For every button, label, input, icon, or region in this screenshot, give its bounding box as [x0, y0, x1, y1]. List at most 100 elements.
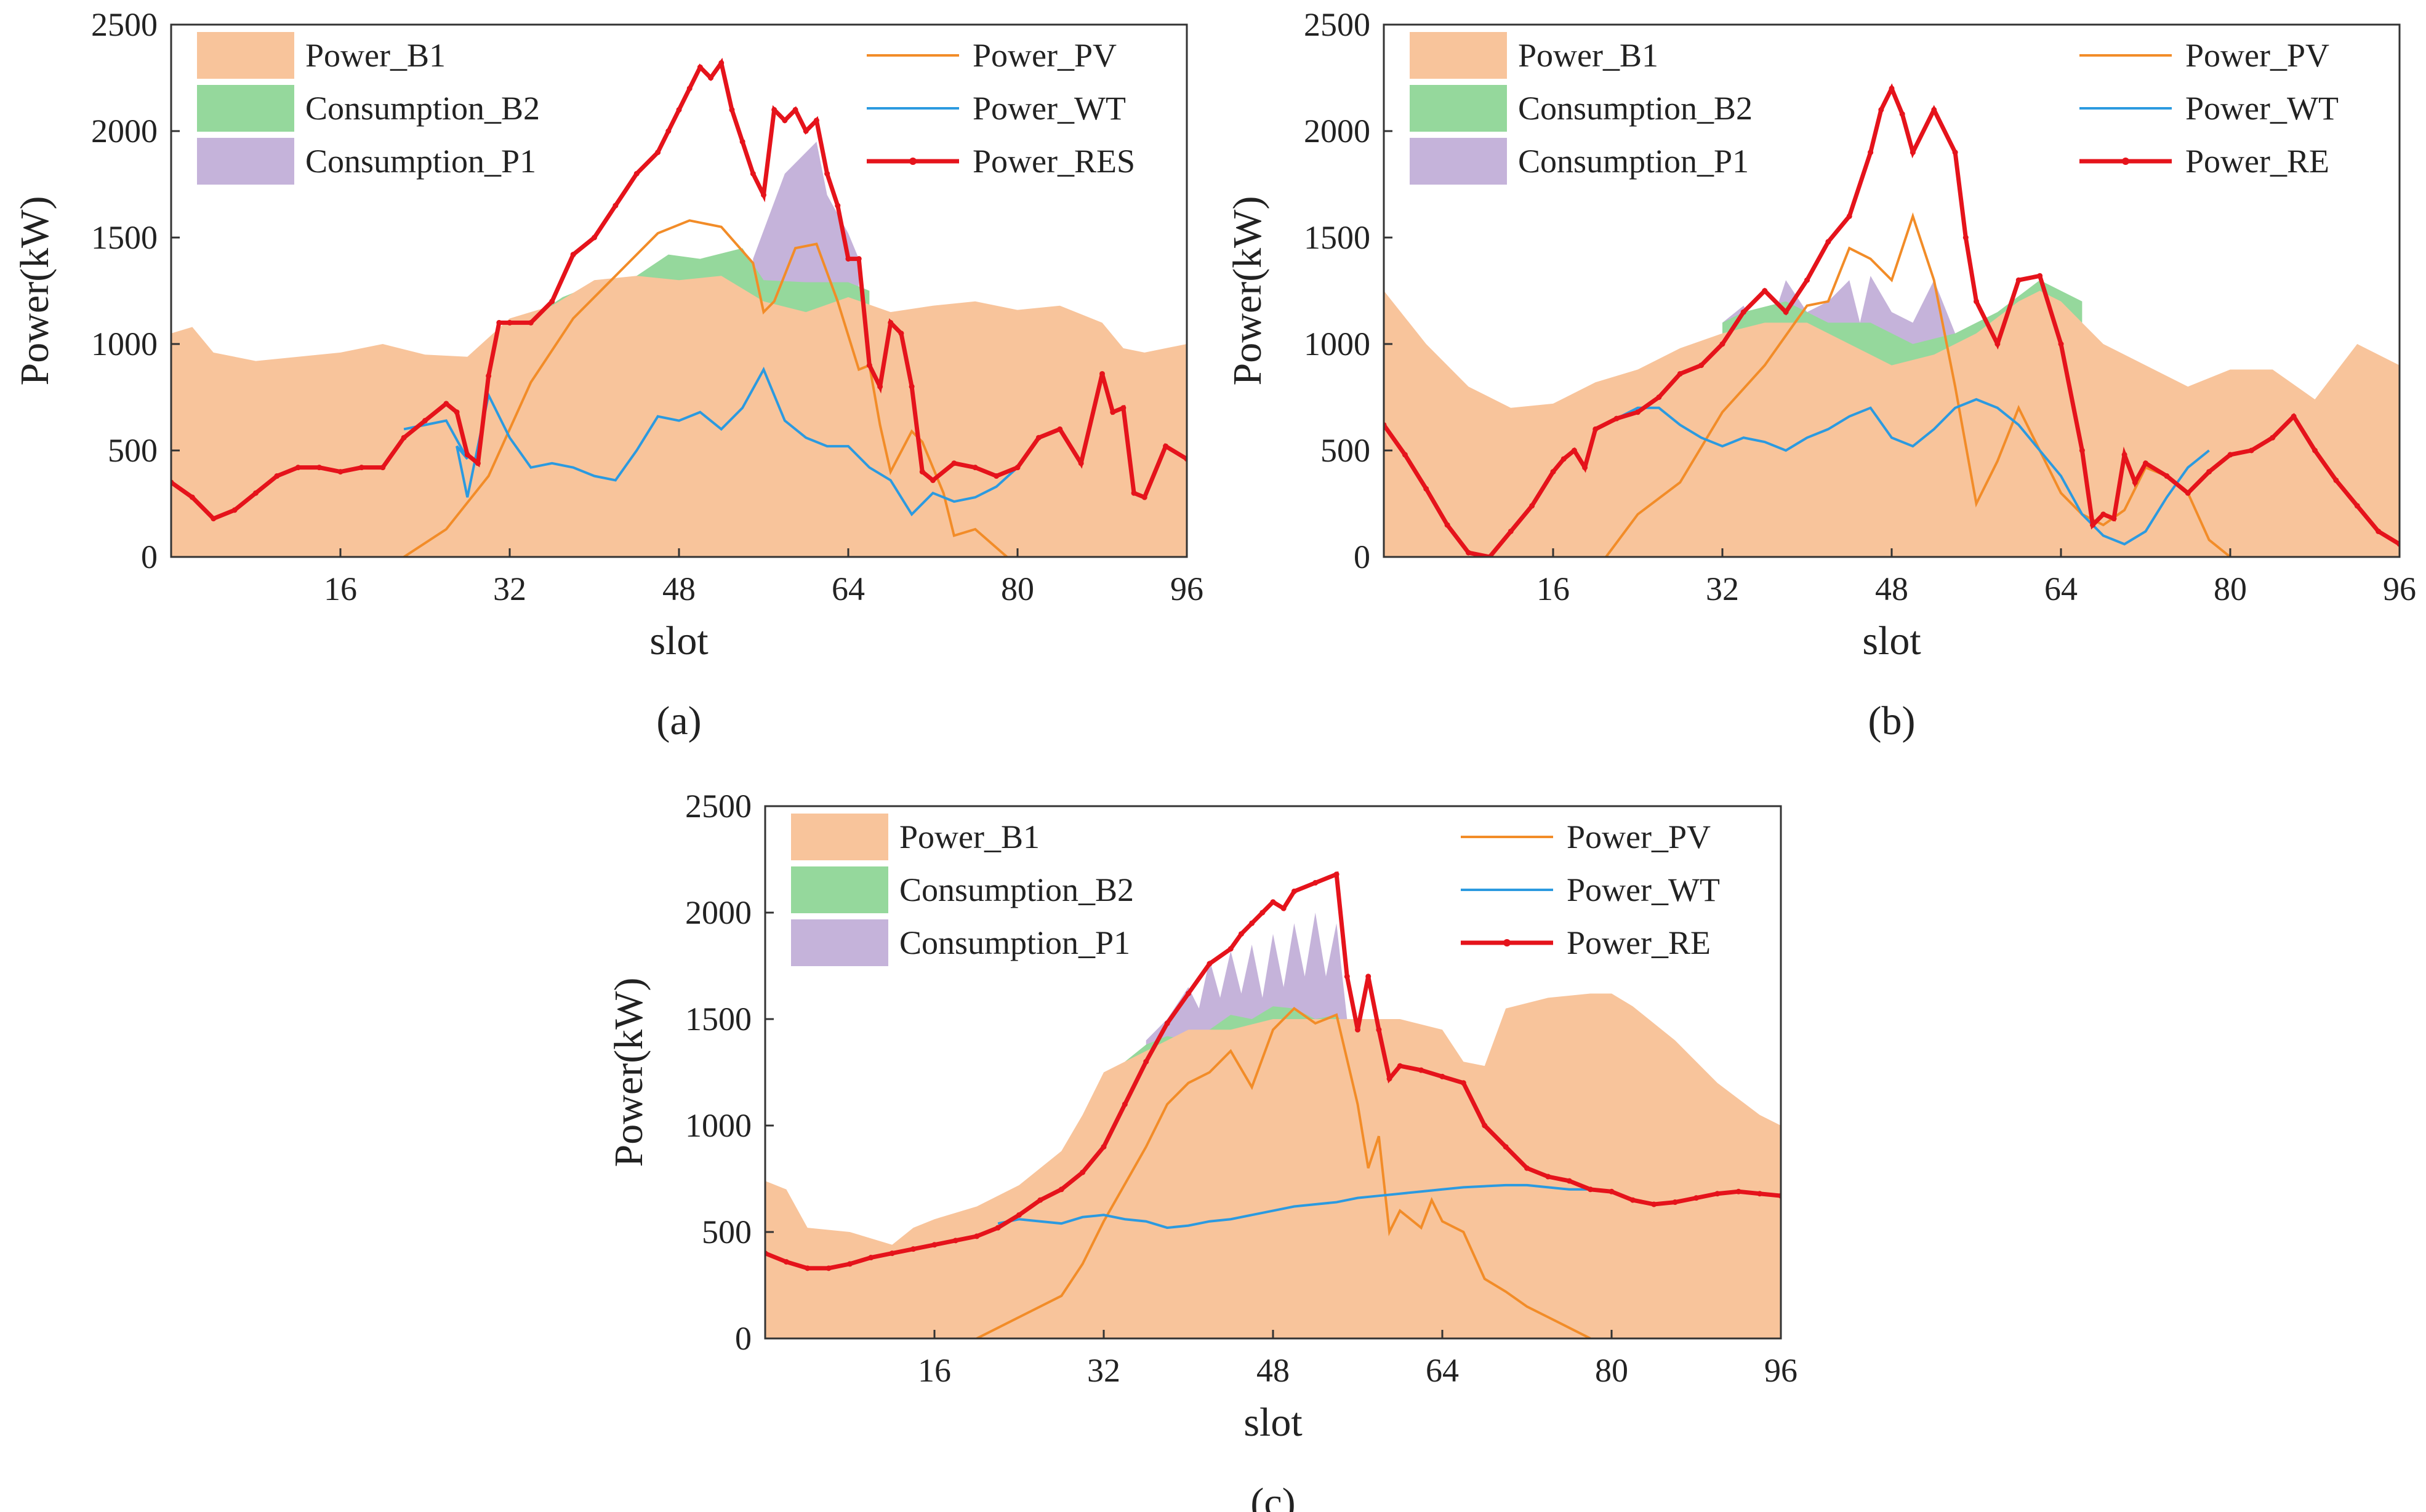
point-power-res: [665, 128, 672, 134]
x-axis-title: slot: [649, 618, 708, 663]
plot-area: [765, 871, 1781, 1338]
point-power-re: [1651, 1201, 1657, 1207]
point-power-re: [1312, 880, 1319, 886]
line-power-pv: [403, 219, 1008, 557]
point-power-res: [253, 490, 259, 496]
area-power-b1: [171, 276, 1187, 557]
point-power-re: [1899, 111, 1905, 117]
point-power-res: [909, 383, 915, 390]
point-power-re: [1635, 409, 1641, 415]
point-power-res: [1078, 460, 1084, 466]
point-power-res: [856, 256, 862, 262]
point-power-re: [1122, 1101, 1128, 1107]
line-power-pv: [1605, 212, 2231, 557]
point-power-res: [464, 452, 470, 458]
point-power-res: [211, 516, 217, 522]
point-power-re: [1868, 150, 1874, 156]
point-power-res: [835, 202, 841, 209]
point-power-re: [1365, 974, 1372, 980]
x-tick-label: 16: [918, 1352, 951, 1389]
point-power-res: [1163, 443, 1169, 449]
plot-area: [171, 57, 1187, 557]
y-tick-label: 500: [108, 432, 158, 469]
point-power-res: [930, 477, 936, 483]
point-power-re: [1719, 341, 1725, 347]
point-power-res: [295, 465, 301, 471]
legend-consumption-p1-label: Consumption_P1: [1518, 143, 1749, 180]
point-power-res: [792, 106, 798, 113]
legend-power-wt-label: Power_WT: [973, 90, 1126, 127]
point-power-res: [189, 494, 195, 500]
point-power-re: [1344, 974, 1350, 980]
point-power-re: [2333, 477, 2339, 483]
point-power-res: [475, 460, 481, 466]
legend-power-re-marker: [1503, 939, 1511, 946]
legend-power-b1-label: Power_B1: [1518, 37, 1658, 74]
point-power-re: [2111, 516, 2117, 522]
panel-caption: (a): [656, 698, 701, 743]
x-tick-label: 96: [1764, 1352, 1797, 1389]
point-power-re: [1503, 1144, 1509, 1150]
point-power-res: [951, 460, 957, 466]
point-power-res: [866, 362, 872, 369]
point-power-re: [1889, 86, 1895, 92]
x-tick-label: 64: [1426, 1352, 1459, 1389]
point-power-re: [1878, 106, 1884, 113]
y-tick-label: 2000: [91, 113, 158, 150]
point-power-res: [1131, 490, 1137, 496]
point-power-re: [931, 1242, 938, 1248]
point-power-re: [1524, 1165, 1530, 1171]
y-tick-label: 1500: [1304, 219, 1370, 256]
point-power-res: [1014, 465, 1021, 471]
point-power-re: [2121, 452, 2127, 458]
point-power-res: [824, 170, 830, 177]
point-power-re: [1740, 309, 1746, 315]
legend-consumption-b2-label: Consumption_B2: [1518, 90, 1753, 127]
point-power-re: [1529, 503, 1535, 509]
point-power-re: [1227, 946, 1234, 952]
point-power-re: [1016, 1212, 1022, 1218]
point-power-re: [1418, 1067, 1424, 1073]
point-power-re: [2185, 490, 2191, 496]
legend-power-res-label: Power_RES: [973, 143, 1135, 180]
legend-consumption-b2-label: Consumption_B2: [305, 90, 540, 127]
y-axis-title: Power(kW): [12, 196, 57, 386]
y-tick-label: 1000: [91, 326, 158, 362]
point-power-res: [782, 118, 788, 124]
point-power-re: [1588, 1186, 1594, 1193]
point-power-re: [1037, 1197, 1043, 1203]
point-power-re: [1609, 1188, 1615, 1194]
point-power-res: [422, 418, 428, 424]
legend-consumption-b2-label: Consumption_B2: [899, 871, 1134, 908]
point-power-re: [783, 1258, 789, 1265]
point-power-res: [919, 469, 925, 475]
point-power-re: [1376, 1026, 1382, 1033]
y-tick-label: 500: [1320, 432, 1370, 469]
point-power-res: [337, 469, 343, 475]
x-tick-label: 64: [832, 570, 865, 607]
y-tick-label: 1000: [1304, 326, 1370, 362]
point-power-res: [231, 507, 238, 513]
line-power-pv: [976, 1007, 1591, 1338]
x-tick-label: 80: [1595, 1352, 1628, 1389]
legend-power-wt-label: Power_WT: [1567, 871, 1720, 908]
point-power-re: [1672, 1199, 1678, 1206]
point-power-re: [2270, 434, 2276, 441]
point-power-re: [1735, 1188, 1741, 1194]
point-power-re: [1846, 213, 1852, 219]
point-power-res: [358, 465, 364, 471]
point-power-re: [952, 1238, 958, 1244]
y-axis-title: Power(kW): [1225, 196, 1270, 386]
point-power-re: [1593, 426, 1599, 432]
plot-area: [1384, 83, 2400, 557]
point-power-res: [592, 234, 597, 241]
point-power-re: [1270, 899, 1276, 905]
point-power-re: [1508, 528, 1514, 534]
point-power-res: [380, 465, 386, 471]
point-power-re: [1677, 370, 1683, 377]
legend-power-b1-label: Power_B1: [899, 818, 1040, 855]
legend-consumption-b2-swatch: [1410, 85, 1507, 132]
x-tick-label: 32: [493, 570, 526, 607]
point-power-re: [1757, 1191, 1763, 1197]
